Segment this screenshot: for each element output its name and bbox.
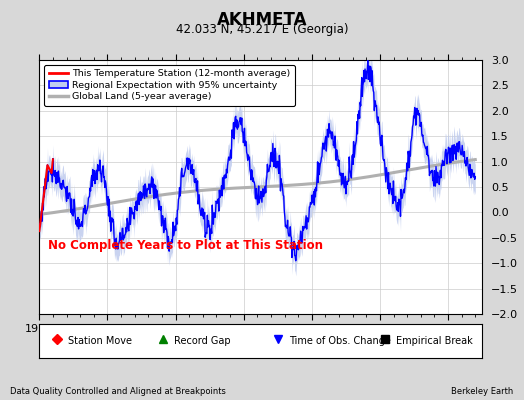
Legend: This Temperature Station (12-month average), Regional Expectation with 95% uncer: This Temperature Station (12-month avera… (44, 65, 296, 106)
Text: No Complete Years to Plot at This Station: No Complete Years to Plot at This Statio… (48, 239, 323, 252)
Text: Berkeley Earth: Berkeley Earth (451, 387, 514, 396)
Text: 42.033 N, 45.217 E (Georgia): 42.033 N, 45.217 E (Georgia) (176, 23, 348, 36)
Text: Time of Obs. Change: Time of Obs. Change (289, 336, 391, 346)
Text: Empirical Break: Empirical Break (396, 336, 473, 346)
Text: Station Move: Station Move (68, 336, 132, 346)
Text: AKHMETA: AKHMETA (217, 11, 307, 29)
Text: Record Gap: Record Gap (174, 336, 231, 346)
Text: Data Quality Controlled and Aligned at Breakpoints: Data Quality Controlled and Aligned at B… (10, 387, 226, 396)
